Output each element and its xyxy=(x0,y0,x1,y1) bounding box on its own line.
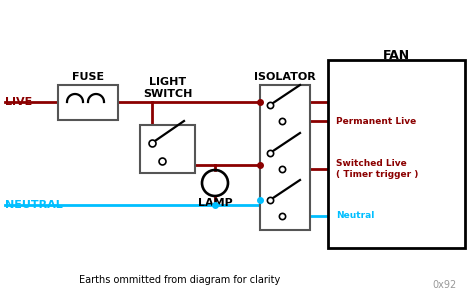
Text: FAN: FAN xyxy=(383,49,410,62)
Bar xyxy=(140,125,195,173)
Text: Permanent Live: Permanent Live xyxy=(336,117,416,126)
Text: LIVE: LIVE xyxy=(5,97,32,107)
Text: LAMP: LAMP xyxy=(198,198,232,208)
Bar xyxy=(58,85,118,120)
Text: Earths ommitted from diagram for clarity: Earths ommitted from diagram for clarity xyxy=(79,275,281,285)
Text: Neutral: Neutral xyxy=(336,212,374,221)
Text: 0x92: 0x92 xyxy=(433,280,457,290)
Bar xyxy=(260,85,310,230)
Text: Switched Live
( Timer trigger ): Switched Live ( Timer trigger ) xyxy=(336,159,419,179)
Text: NEUTRAL: NEUTRAL xyxy=(5,200,63,210)
Text: ISOLATOR: ISOLATOR xyxy=(254,72,316,82)
Bar xyxy=(328,60,465,248)
Text: FUSE: FUSE xyxy=(72,72,104,82)
Text: LIGHT
SWITCH: LIGHT SWITCH xyxy=(143,77,192,99)
